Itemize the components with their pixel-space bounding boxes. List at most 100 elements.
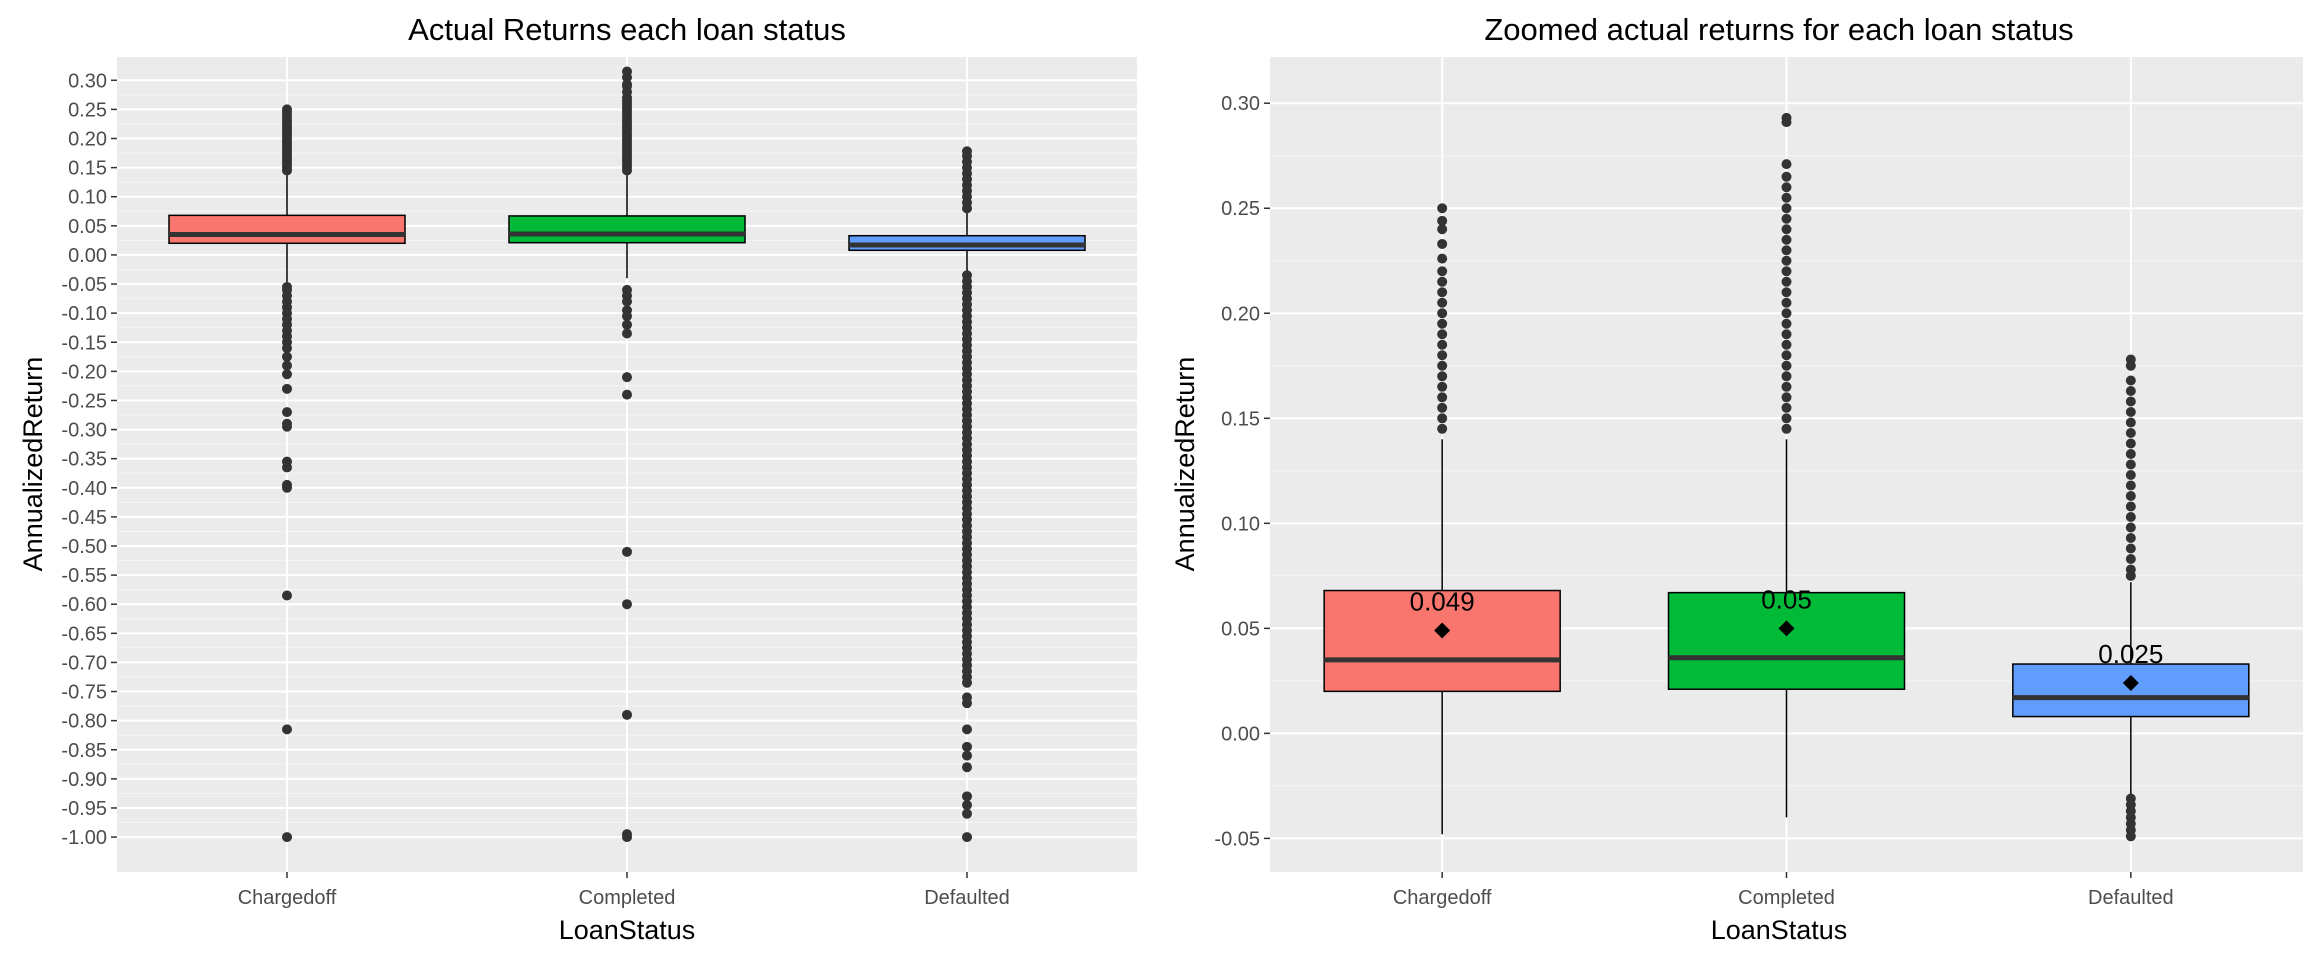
chart-title: Actual Returns each loan status bbox=[408, 12, 846, 47]
y-tick-label: 0.10 bbox=[1221, 513, 1260, 535]
outlier-point bbox=[1781, 423, 1792, 434]
outlier-point bbox=[1781, 255, 1792, 266]
outlier-point bbox=[1437, 392, 1448, 403]
outlier-point bbox=[1781, 276, 1792, 287]
outlier-point bbox=[622, 372, 632, 383]
outlier-point bbox=[1781, 350, 1792, 361]
outlier-point bbox=[1781, 287, 1792, 298]
outlier-point bbox=[962, 800, 972, 811]
outlier-point bbox=[622, 389, 632, 400]
outlier-point bbox=[1781, 297, 1792, 308]
y-tick-label: -0.35 bbox=[61, 449, 107, 471]
outlier-point bbox=[2125, 375, 2136, 386]
outlier-point bbox=[2125, 360, 2136, 371]
chart-panel-right: Zoomed actual returns for each loan stat… bbox=[1170, 12, 2303, 945]
x-axis-label: LoanStatus bbox=[1711, 915, 1848, 945]
outlier-point bbox=[622, 296, 632, 307]
box-iqr bbox=[168, 214, 406, 245]
outlier-point bbox=[962, 203, 972, 214]
mean-label: 0.05 bbox=[1761, 584, 1812, 614]
x-ticks bbox=[1441, 872, 2132, 878]
outlier-point bbox=[2125, 491, 2136, 502]
outlier-point bbox=[1781, 182, 1792, 193]
y-tick-label: -0.55 bbox=[61, 565, 107, 587]
y-tick-label: 0.15 bbox=[68, 158, 107, 180]
outlier-point bbox=[1437, 266, 1448, 277]
outlier-point bbox=[1437, 215, 1448, 226]
y-tick-label: -0.50 bbox=[61, 536, 107, 558]
y-tick-label: -0.25 bbox=[61, 390, 107, 412]
outlier-point bbox=[1437, 329, 1448, 340]
outlier-point bbox=[1781, 203, 1792, 214]
box-chargedoff bbox=[168, 104, 406, 843]
outlier-point bbox=[282, 360, 292, 371]
y-axis-label: AnnualizedReturn bbox=[1170, 357, 1200, 572]
outlier-point bbox=[2125, 512, 2136, 523]
outlier-point bbox=[1781, 318, 1792, 329]
y-tick-label: -0.10 bbox=[61, 303, 107, 325]
outlier-point bbox=[2125, 831, 2136, 842]
y-tick-label: -0.45 bbox=[61, 507, 107, 529]
outlier-point bbox=[622, 319, 632, 330]
outlier-point bbox=[2125, 554, 2136, 565]
outlier-point bbox=[282, 369, 292, 380]
outlier-point bbox=[1781, 159, 1792, 170]
outlier-point bbox=[2125, 427, 2136, 438]
y-tick-label: 0.05 bbox=[1221, 618, 1260, 640]
y-tick-label: -0.40 bbox=[61, 478, 107, 500]
mean-marker bbox=[1434, 622, 1451, 639]
outlier-point bbox=[1781, 371, 1792, 382]
outlier-point bbox=[2125, 470, 2136, 481]
x-tick-labels: Chargedoff Completed Defaulted bbox=[1393, 887, 2174, 909]
y-tick-labels: 0.30 0.25 0.20 0.15 0.10 0.05 0.00 -0.05 bbox=[1214, 93, 1260, 850]
outlier-point bbox=[1437, 297, 1448, 308]
y-tick-label: -0.60 bbox=[61, 594, 107, 616]
mean-marker bbox=[2122, 674, 2139, 691]
outlier-point bbox=[2125, 570, 2136, 581]
outlier-point bbox=[282, 351, 292, 362]
outlier-point bbox=[282, 421, 292, 432]
outlier-point bbox=[1437, 381, 1448, 392]
outlier-point bbox=[282, 462, 292, 473]
outlier-point bbox=[962, 808, 972, 819]
outlier-point bbox=[1437, 308, 1448, 319]
outlier-point bbox=[962, 832, 972, 843]
y-tick-label: -0.05 bbox=[61, 274, 107, 296]
outlier-point bbox=[622, 165, 632, 176]
outlier-point bbox=[1437, 360, 1448, 371]
outlier-point bbox=[1781, 381, 1792, 392]
y-tick-label: -0.15 bbox=[61, 332, 107, 354]
y-tick-label: 0.20 bbox=[68, 129, 107, 151]
outlier-point bbox=[282, 343, 292, 354]
outlier-point bbox=[1781, 192, 1792, 203]
outlier-point bbox=[2125, 385, 2136, 396]
outlier-point bbox=[1437, 318, 1448, 329]
chart-panel-left: Actual Returns each loan status 0.30 0.25… bbox=[18, 12, 1137, 945]
outlier-point bbox=[2125, 438, 2136, 449]
mean-label: 0.025 bbox=[2098, 639, 2163, 669]
y-tick-label: -0.70 bbox=[61, 652, 107, 674]
y-ticks bbox=[111, 79, 117, 838]
outlier-point bbox=[2125, 417, 2136, 428]
y-tick-label: 0.10 bbox=[68, 187, 107, 209]
box-iqr bbox=[508, 215, 746, 244]
outlier-point bbox=[2125, 396, 2136, 407]
outlier-point bbox=[2125, 522, 2136, 533]
x-tick-label: Completed bbox=[579, 887, 676, 909]
y-tick-label: 0.25 bbox=[1221, 198, 1260, 220]
outlier-point bbox=[2125, 533, 2136, 544]
boxes bbox=[168, 66, 1086, 843]
outlier-point bbox=[1437, 402, 1448, 413]
outlier-point bbox=[1781, 224, 1792, 235]
y-tick-label: -0.95 bbox=[61, 798, 107, 820]
box-completed bbox=[508, 66, 746, 843]
x-tick-label: Chargedoff bbox=[1393, 887, 1492, 909]
box-defaulted: 0.025 bbox=[2012, 354, 2250, 842]
x-ticks bbox=[286, 872, 968, 878]
x-tick-label: Defaulted bbox=[924, 887, 1010, 909]
y-tick-label: 0.05 bbox=[68, 216, 107, 238]
outlier-point bbox=[1781, 360, 1792, 371]
box-iqr bbox=[1667, 591, 1906, 691]
outlier-point bbox=[282, 832, 292, 843]
mean-marker bbox=[1778, 620, 1795, 637]
